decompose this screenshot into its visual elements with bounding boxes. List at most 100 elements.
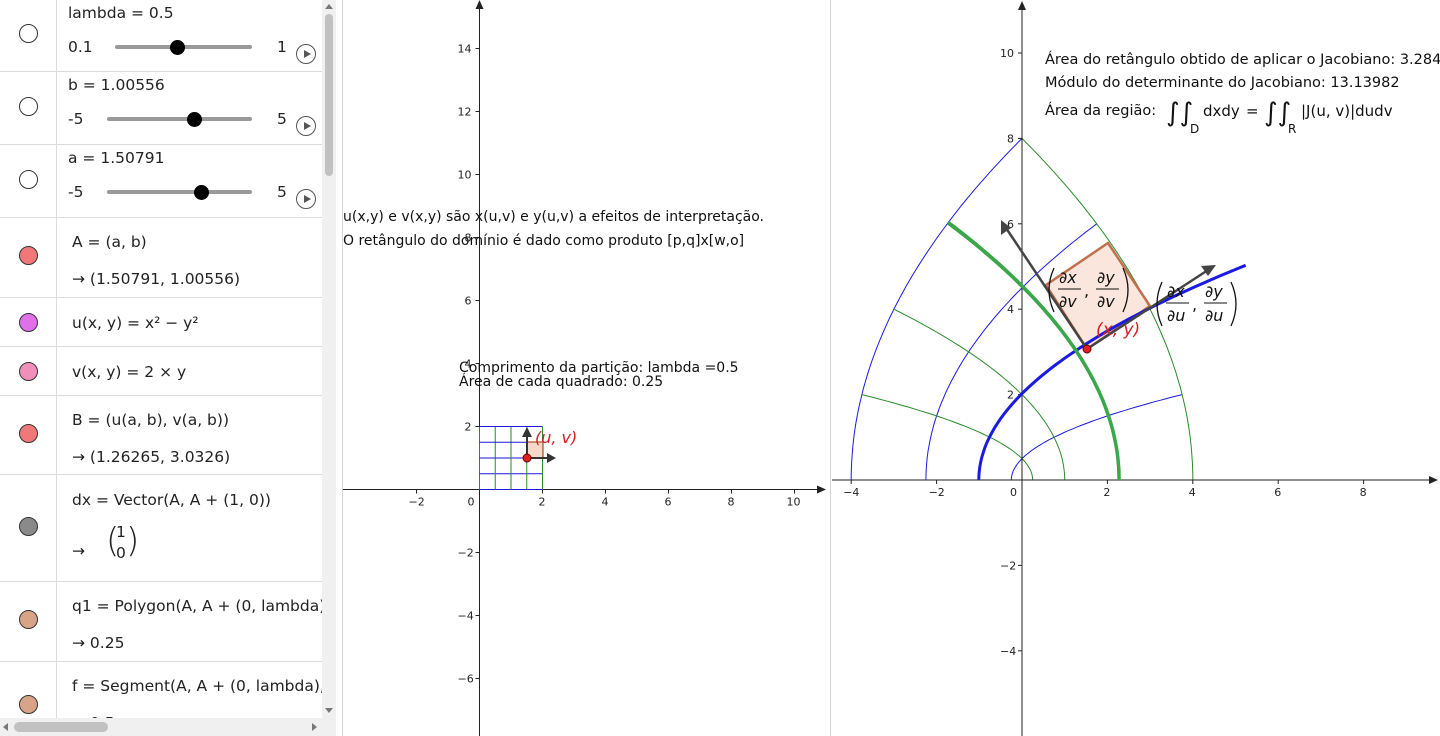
algebra-row[interactable]: q1 = Polygon(A, A + (0, lambda), → 0.25 (0, 582, 322, 662)
visibility-toggle-cell[interactable] (0, 396, 57, 474)
graphics1-axes (343, 0, 826, 736)
graphics2-axes (832, 1, 1438, 736)
u-grid-curve (925, 223, 1098, 481)
slider-knob[interactable] (169, 40, 185, 55)
visibility-toggle-cell[interactable] (0, 298, 57, 346)
svg-text:∂y: ∂y (1097, 268, 1115, 287)
scroll-right-arrow-icon[interactable] (312, 723, 317, 731)
visibility-toggle-cell[interactable] (0, 582, 57, 661)
u-coordinate-curve[interactable] (977, 263, 1247, 481)
x-tick-label: −4 (843, 486, 859, 499)
y-tick-label: −2 (458, 547, 474, 560)
vector-left-paren: ( (106, 521, 120, 561)
algebra-row[interactable]: B = (u(a, b), v(a, b)) → (1.26265, 3.0326… (0, 396, 322, 475)
slider-track[interactable] (107, 117, 252, 121)
object-value: → (1.26265, 3.0326) (72, 448, 231, 466)
partial-u-vector[interactable] (1086, 268, 1209, 351)
visibility-marble-icon[interactable] (19, 516, 38, 536)
visibility-marble-icon[interactable] (19, 361, 38, 381)
slider-definition[interactable]: lambda = 0.5 (68, 4, 174, 22)
y-tick-label: −6 (458, 673, 474, 686)
du-vector-arrowhead-icon (547, 453, 556, 463)
svg-text:∂v: ∂v (1059, 292, 1077, 311)
algebra-row[interactable]: dx = Vector(A, A + (1, 0)) → (1 0) (0, 475, 322, 582)
object-value: → 0.25 (72, 634, 125, 652)
svg-text:∫∫: ∫∫ (1166, 98, 1193, 128)
vector-y-component: 0 (116, 544, 126, 562)
visibility-marble-icon[interactable] (19, 695, 38, 714)
algebra-horizontal-scrollbar[interactable] (0, 718, 336, 736)
panel-divider[interactable] (342, 0, 343, 736)
play-animation-icon[interactable] (296, 116, 316, 136)
object-definition[interactable]: B = (u(a, b), v(a, b)) (72, 411, 229, 429)
algebra-vertical-scrollbar[interactable] (322, 0, 336, 718)
slider-knob[interactable] (187, 112, 202, 127)
partial-u-arrowhead-icon (1201, 265, 1216, 276)
slider-max-label: 5 (277, 183, 287, 201)
scroll-left-arrow-icon[interactable] (3, 723, 8, 731)
visibility-marble-icon[interactable] (19, 24, 38, 43)
algebra-row[interactable]: b = 1.00556 -5 5 (0, 72, 322, 145)
visibility-toggle-cell[interactable] (0, 0, 57, 71)
object-definition[interactable]: dx = Vector(A, A + (1, 0)) (72, 491, 271, 509)
algebra-row[interactable]: A = (a, b) → (1.50791, 1.00556) (0, 218, 322, 298)
visibility-marble-icon[interactable] (19, 312, 38, 332)
object-definition[interactable]: u(x, y) = x² − y² (72, 314, 199, 332)
visibility-toggle-cell[interactable] (0, 347, 57, 395)
u-grid-curve (1010, 394, 1183, 481)
object-definition[interactable]: q1 = Polygon(A, A + (0, lambda), (72, 597, 322, 615)
visibility-marble-icon[interactable] (19, 169, 38, 189)
x-tick-label: −2 (929, 486, 945, 499)
algebra-horizontal-scroll-thumb[interactable] (14, 722, 108, 732)
object-definition[interactable]: f = Segment(A, A + (0, lambda), c (72, 677, 322, 695)
svg-text:,: , (1192, 295, 1197, 314)
object-value: → 0.5 (72, 714, 115, 718)
object-definition[interactable]: v(x, y) = 2 × y (72, 363, 187, 381)
y-tick-label: 4 (1007, 303, 1014, 316)
algebra-row[interactable]: u(x, y) = x² − y² (0, 298, 322, 347)
play-animation-icon[interactable] (296, 189, 316, 209)
scroll-down-arrow-icon[interactable] (325, 708, 333, 713)
slider-definition[interactable]: b = 1.00556 (68, 76, 165, 94)
graphics-view-1[interactable]: −2 0 2 4 6 8 10 14 12 10 8 6 4 2 −2 −4 −6 (u, v) u(x,y) … (343, 0, 829, 736)
point-A[interactable] (522, 453, 532, 463)
algebra-row[interactable]: f = Segment(A, A + (0, lambda), c → 0.5 (0, 662, 322, 718)
graphics-view-2[interactable]: −4 −2 0 2 4 6 8 10 8 6 4 2 −2 −4 (x, y) ∂x ∂v , ∂y ∂v… (832, 0, 1440, 736)
y-tick-label: 6 (465, 295, 472, 308)
visibility-marble-icon[interactable] (19, 96, 38, 116)
slider-knob[interactable] (194, 185, 210, 200)
algebra-view[interactable]: lambda = 0.5 0.1 1 b = 1.00556 -5 5 a = 1.5079… (0, 0, 322, 718)
visibility-marble-icon[interactable] (19, 246, 38, 265)
point-B[interactable] (1082, 344, 1092, 354)
algebra-vertical-scroll-thumb[interactable] (325, 14, 333, 176)
slider-definition[interactable]: a = 1.50791 (68, 149, 165, 167)
visibility-toggle-cell[interactable] (0, 72, 57, 144)
object-definition[interactable]: A = (a, b) (72, 233, 147, 251)
algebra-row[interactable]: lambda = 0.5 0.1 1 (0, 0, 322, 72)
v-coordinate-curve[interactable] (947, 221, 1121, 481)
algebra-row[interactable]: a = 1.50791 -5 5 (0, 145, 322, 218)
scroll-up-arrow-icon[interactable] (325, 4, 333, 9)
slider-track[interactable] (107, 190, 252, 194)
svg-text:∂v: ∂v (1097, 292, 1115, 311)
panel-divider[interactable] (830, 0, 831, 736)
visibility-marble-icon[interactable] (19, 610, 38, 629)
visibility-toggle-cell[interactable] (0, 218, 57, 297)
partial-v-vector[interactable] (1004, 227, 1089, 350)
visibility-marble-icon[interactable] (19, 423, 38, 443)
graphics1-tick-labels: −2 0 2 4 6 8 10 14 12 10 8 6 4 2 −2 −4 −6 (409, 43, 801, 686)
visibility-toggle-cell[interactable] (0, 145, 57, 217)
u-grid-curve (850, 138, 1023, 480)
algebra-row[interactable]: v(x, y) = 2 × y (0, 347, 322, 396)
slider-min-label: -5 (68, 183, 84, 201)
point-xy-label: (x, y) (1096, 320, 1140, 340)
play-animation-icon[interactable] (296, 44, 316, 64)
point-uv-label: (u, v) (535, 428, 577, 447)
svg-text:∂u: ∂u (1167, 306, 1185, 325)
y-tick-label: 6 (1007, 218, 1014, 231)
vector-x-component: 1 (116, 523, 126, 541)
x-tick-label: 10 (787, 496, 801, 509)
y-tick-label: −2 (1000, 559, 1016, 572)
visibility-toggle-cell[interactable] (0, 475, 57, 581)
visibility-toggle-cell[interactable] (0, 662, 57, 718)
